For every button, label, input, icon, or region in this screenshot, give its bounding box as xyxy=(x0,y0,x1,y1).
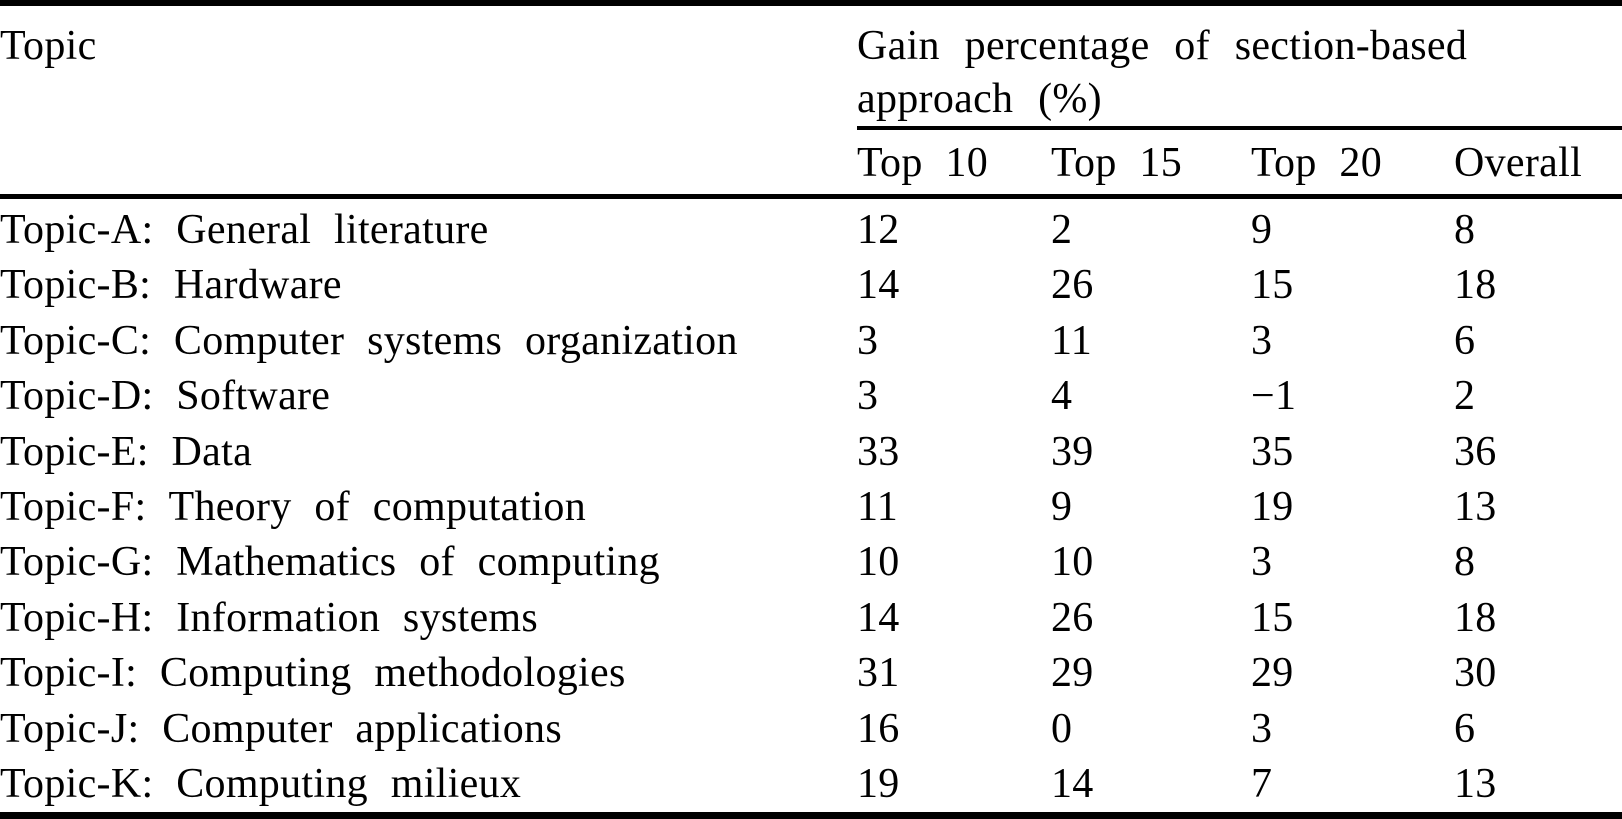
value-cell-top20: 3 xyxy=(1251,539,1273,586)
value-cell-overall: 6 xyxy=(1454,705,1476,752)
column-header-topic: Topic xyxy=(0,23,97,69)
topic-cell: Topic-E: Data xyxy=(0,428,253,475)
topic-cell: Topic-J: Computer applications xyxy=(0,705,562,752)
topic-cell: Topic-B: Hardware xyxy=(0,262,342,309)
topic-cell: Topic-F: Theory of computation xyxy=(0,484,587,531)
table-row-topic-f: Topic-F: Theory of computation 11 9 19 1… xyxy=(0,480,1622,535)
value-cell-overall: 18 xyxy=(1454,594,1497,641)
value-cell-overall: 2 xyxy=(1454,373,1476,420)
table-row-topic-i: Topic-I: Computing methodologies 31 29 2… xyxy=(0,646,1622,701)
value-cell-top20: 19 xyxy=(1251,484,1294,531)
topic-cell: Topic-C: Computer systems organization xyxy=(0,317,738,364)
table-row-topic-d: Topic-D: Software 3 4 −1 2 xyxy=(0,369,1622,424)
table-header: Topic Gain percentage of section-based a… xyxy=(0,6,1622,130)
value-cell-top15: 26 xyxy=(1051,594,1094,641)
topic-cell: Topic-K: Computing milieux xyxy=(0,761,522,808)
table-row-topic-c: Topic-C: Computer systems organization 3… xyxy=(0,314,1622,369)
table-row-topic-g: Topic-G: Mathematics of computing 10 10 … xyxy=(0,535,1622,590)
value-cell-top20: 7 xyxy=(1251,761,1273,808)
table-top-rule xyxy=(0,0,1622,6)
value-cell-top20: 35 xyxy=(1251,428,1294,475)
column-header-top20: Top 20 xyxy=(1251,140,1383,186)
value-cell-top15: 10 xyxy=(1051,539,1094,586)
column-group-header-wrap: Gain percentage of section-based approac… xyxy=(857,6,1622,130)
table-row-topic-j: Topic-J: Computer applications 16 0 3 6 xyxy=(0,702,1622,757)
value-cell-top20: 9 xyxy=(1251,207,1273,253)
value-cell-top15: 11 xyxy=(1051,317,1093,364)
value-cell-overall: 30 xyxy=(1454,650,1497,697)
table-row-topic-b: Topic-B: Hardware 14 26 15 18 xyxy=(0,258,1622,313)
table-subheader-row: Top 10 Top 15 Top 20 Overall xyxy=(0,130,1622,199)
topic-cell: Topic-A: General literature xyxy=(0,207,489,253)
value-cell-top10: 31 xyxy=(857,650,900,697)
value-cell-overall: 8 xyxy=(1454,539,1476,586)
value-cell-top10: 3 xyxy=(857,373,879,420)
value-cell-top15: 9 xyxy=(1051,484,1073,531)
topic-cell: Topic-G: Mathematics of computing xyxy=(0,539,660,586)
value-cell-top10: 14 xyxy=(857,262,900,309)
value-cell-overall: 36 xyxy=(1454,428,1497,475)
column-header-overall: Overall xyxy=(1454,140,1583,186)
table-row-topic-h: Topic-H: Information systems 14 26 15 18 xyxy=(0,591,1622,646)
value-cell-top10: 16 xyxy=(857,705,900,752)
table-bottom-rule xyxy=(0,812,1622,819)
value-cell-top20: 3 xyxy=(1251,705,1273,752)
value-cell-top10: 19 xyxy=(857,761,900,808)
value-cell-overall: 13 xyxy=(1454,484,1497,531)
value-cell-top10: 33 xyxy=(857,428,900,475)
table-body: Topic-A: General literature 12 2 9 8 Top… xyxy=(0,199,1622,812)
column-header-top15: Top 15 xyxy=(1051,140,1183,186)
value-cell-top20: 29 xyxy=(1251,650,1294,697)
topic-cell: Topic-I: Computing methodologies xyxy=(0,650,626,697)
value-cell-top20: −1 xyxy=(1251,373,1297,420)
value-cell-top10: 14 xyxy=(857,594,900,641)
value-cell-overall: 6 xyxy=(1454,317,1476,364)
value-cell-top20: 15 xyxy=(1251,262,1294,309)
topic-cell: Topic-H: Information systems xyxy=(0,594,539,641)
value-cell-top15: 4 xyxy=(1051,373,1073,420)
value-cell-overall: 13 xyxy=(1454,761,1497,808)
value-cell-top10: 10 xyxy=(857,539,900,586)
value-cell-overall: 8 xyxy=(1454,207,1476,253)
value-cell-top15: 0 xyxy=(1051,705,1073,752)
table-row-topic-a: Topic-A: General literature 12 2 9 8 xyxy=(0,203,1622,258)
table-row-topic-k: Topic-K: Computing milieux 19 14 7 13 xyxy=(0,757,1622,812)
value-cell-top10: 3 xyxy=(857,317,879,364)
value-cell-top15: 14 xyxy=(1051,761,1094,808)
value-cell-top20: 15 xyxy=(1251,594,1294,641)
column-group-header: Gain percentage of section-based approac… xyxy=(857,23,1468,122)
value-cell-top15: 2 xyxy=(1051,207,1073,253)
value-cell-top15: 26 xyxy=(1051,262,1094,309)
value-cell-overall: 18 xyxy=(1454,262,1497,309)
value-cell-top15: 29 xyxy=(1051,650,1094,697)
value-cell-top10: 12 xyxy=(857,207,900,253)
topic-cell: Topic-D: Software xyxy=(0,373,331,420)
table-row-topic-e: Topic-E: Data 33 39 35 36 xyxy=(0,425,1622,480)
column-header-top10: Top 10 xyxy=(857,140,989,186)
value-cell-top10: 11 xyxy=(857,484,899,531)
value-cell-top20: 3 xyxy=(1251,317,1273,364)
value-cell-top15: 39 xyxy=(1051,428,1094,475)
